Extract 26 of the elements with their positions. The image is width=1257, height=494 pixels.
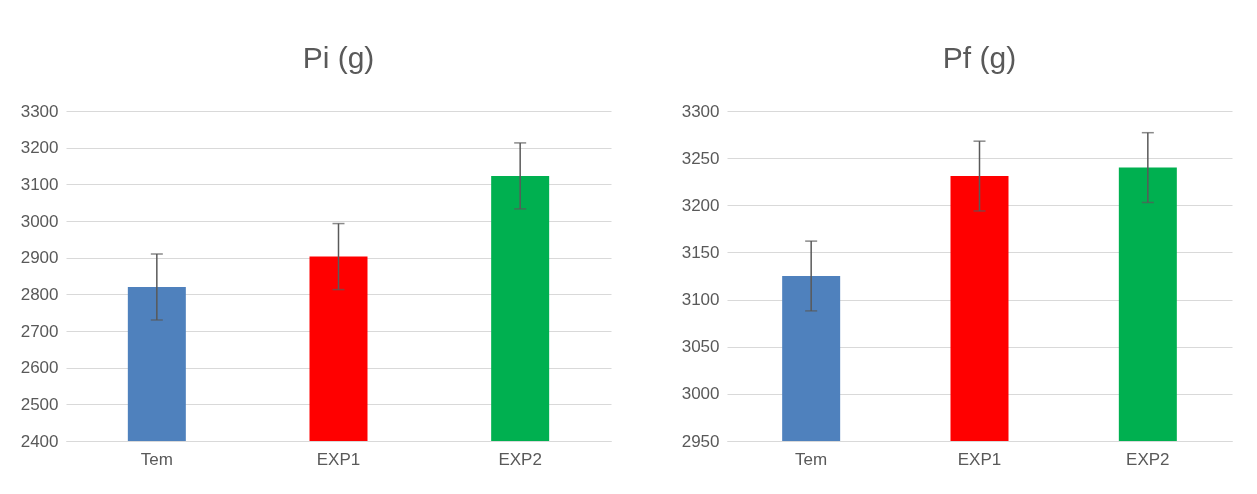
- y-tick-label: 3250: [681, 148, 720, 168]
- y-tick-label: 3100: [20, 174, 59, 194]
- x-tick-label: EXP1: [957, 449, 1002, 469]
- chart-title: Pi (g): [302, 41, 375, 74]
- y-tick-label: 2500: [20, 394, 59, 414]
- chart-title: Pf (g): [942, 41, 1017, 74]
- y-tick-label: 3000: [681, 384, 720, 404]
- y-tick-label: 2700: [20, 321, 59, 341]
- x-tick-label: Tem: [140, 449, 173, 469]
- x-tick-label: EXP1: [316, 449, 361, 469]
- y-tick-label: 3200: [20, 138, 59, 158]
- y-tick-label: 2600: [20, 358, 59, 378]
- y-tick-label: 2900: [20, 248, 59, 268]
- x-tick-label: EXP2: [1126, 449, 1170, 469]
- x-tick-label: EXP2: [498, 449, 542, 469]
- y-tick-label: 3050: [681, 337, 720, 357]
- y-tick-label: 3000: [20, 211, 59, 231]
- y-tick-label: 3200: [681, 195, 720, 215]
- y-tick-label: 2800: [20, 284, 59, 304]
- y-tick-label: 3300: [681, 101, 720, 121]
- y-tick-label: 3100: [681, 290, 720, 310]
- y-tick-label: 2400: [20, 431, 59, 451]
- x-tick-label: Tem: [795, 449, 828, 469]
- y-tick-label: 3150: [681, 242, 720, 262]
- y-tick-label: 2950: [681, 431, 720, 451]
- y-tick-label: 3300: [20, 101, 59, 121]
